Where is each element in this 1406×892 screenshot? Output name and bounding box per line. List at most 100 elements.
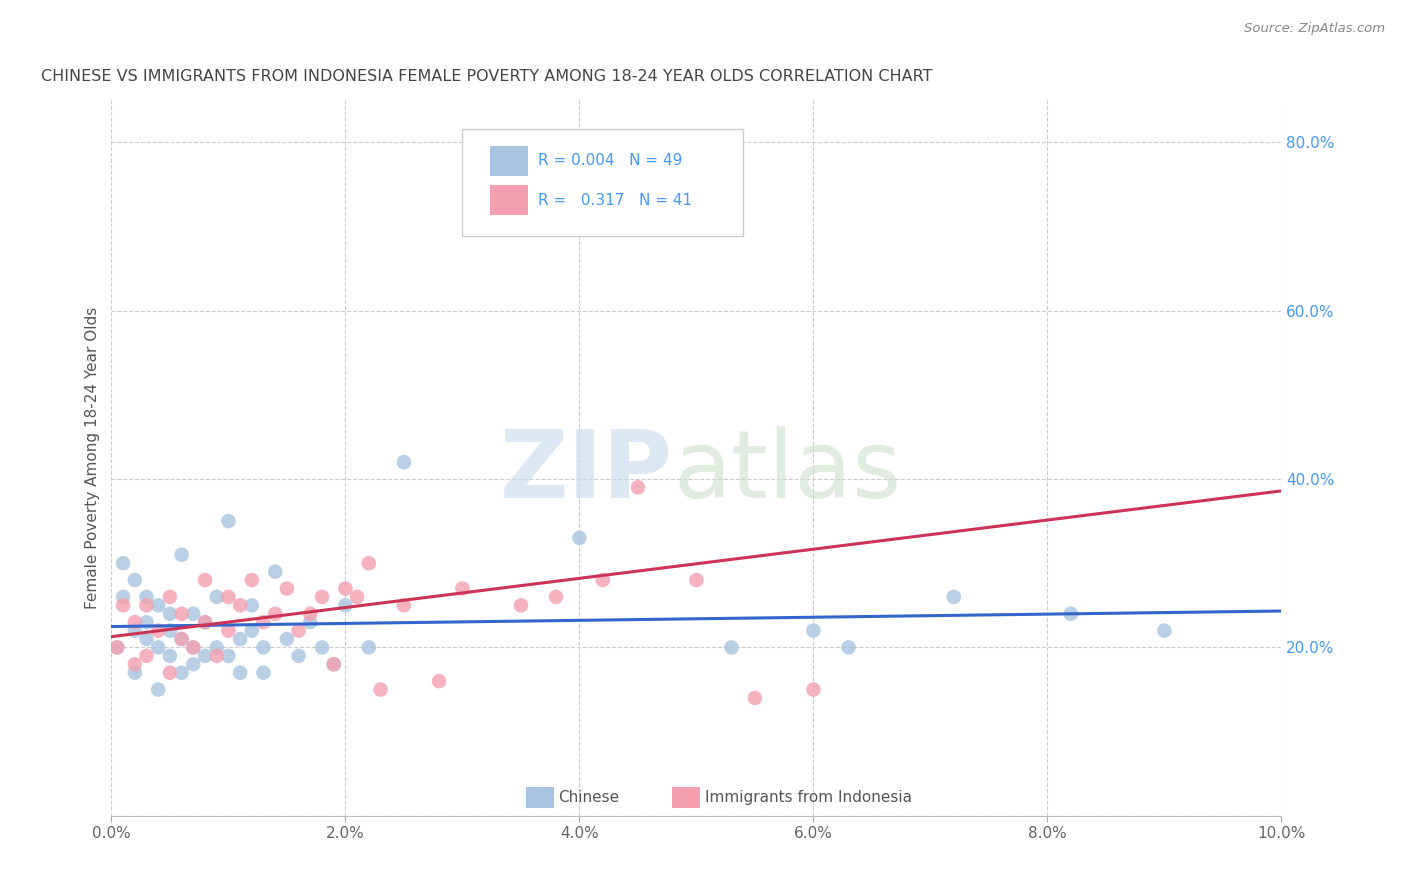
Point: [451, 582, 474, 596]
Point: [181, 640, 204, 655]
Point: [837, 640, 859, 655]
Point: [124, 624, 146, 638]
Point: [148, 624, 170, 638]
Point: [322, 657, 344, 672]
Point: [135, 590, 157, 604]
Point: [942, 590, 965, 604]
Text: Immigrants from Indonesia: Immigrants from Indonesia: [704, 789, 911, 805]
Point: [205, 590, 228, 604]
Point: [229, 665, 252, 680]
Point: [124, 615, 146, 630]
Point: [568, 531, 591, 545]
Text: ZIP: ZIP: [501, 426, 673, 518]
Point: [264, 607, 287, 621]
Point: [148, 599, 170, 613]
Point: [170, 607, 193, 621]
Point: [1153, 624, 1175, 638]
Point: [803, 682, 825, 697]
Point: [205, 648, 228, 663]
Point: [229, 632, 252, 646]
Point: [252, 640, 274, 655]
Point: [194, 573, 217, 587]
FancyBboxPatch shape: [463, 128, 744, 236]
Point: [299, 607, 322, 621]
Point: [240, 599, 263, 613]
Text: atlas: atlas: [673, 426, 901, 518]
Point: [181, 640, 204, 655]
Point: [627, 480, 650, 494]
Point: [252, 665, 274, 680]
Point: [217, 590, 239, 604]
Point: [112, 556, 135, 570]
Point: [170, 632, 193, 646]
Point: [217, 648, 239, 663]
Point: [392, 599, 415, 613]
Point: [311, 640, 333, 655]
Point: [170, 665, 193, 680]
Text: Chinese: Chinese: [558, 789, 620, 805]
Point: [217, 624, 239, 638]
Point: [112, 599, 135, 613]
Point: [181, 657, 204, 672]
FancyBboxPatch shape: [491, 186, 527, 215]
Point: [159, 607, 181, 621]
Text: R = 0.004   N = 49: R = 0.004 N = 49: [538, 153, 683, 169]
Point: [276, 582, 298, 596]
Point: [252, 615, 274, 630]
Point: [135, 632, 157, 646]
Point: [217, 514, 239, 528]
Point: [194, 615, 217, 630]
Point: [105, 640, 128, 655]
Point: [159, 648, 181, 663]
Point: [124, 573, 146, 587]
Point: [135, 648, 157, 663]
Point: [427, 674, 450, 689]
Point: [357, 640, 380, 655]
Point: [124, 665, 146, 680]
FancyBboxPatch shape: [491, 145, 527, 176]
Point: [335, 599, 357, 613]
Point: [194, 615, 217, 630]
Point: [181, 607, 204, 621]
Point: [720, 640, 742, 655]
Point: [335, 582, 357, 596]
Text: Source: ZipAtlas.com: Source: ZipAtlas.com: [1244, 22, 1385, 36]
Point: [135, 599, 157, 613]
Point: [159, 624, 181, 638]
Point: [287, 648, 309, 663]
Point: [135, 615, 157, 630]
Point: [240, 573, 263, 587]
Point: [229, 599, 252, 613]
Point: [311, 590, 333, 604]
Point: [720, 219, 742, 234]
Point: [240, 624, 263, 638]
Point: [299, 615, 322, 630]
FancyBboxPatch shape: [672, 787, 700, 808]
Point: [592, 573, 614, 587]
Point: [159, 665, 181, 680]
Point: [357, 556, 380, 570]
Y-axis label: Female Poverty Among 18-24 Year Olds: Female Poverty Among 18-24 Year Olds: [86, 307, 100, 609]
Point: [276, 632, 298, 646]
Point: [264, 565, 287, 579]
Point: [322, 657, 344, 672]
Point: [685, 573, 707, 587]
Point: [346, 590, 368, 604]
Point: [148, 682, 170, 697]
Point: [159, 590, 181, 604]
Text: CHINESE VS IMMIGRANTS FROM INDONESIA FEMALE POVERTY AMONG 18-24 YEAR OLDS CORREL: CHINESE VS IMMIGRANTS FROM INDONESIA FEM…: [41, 69, 932, 84]
Point: [509, 599, 531, 613]
Point: [392, 455, 415, 469]
Point: [170, 632, 193, 646]
Point: [744, 690, 766, 705]
Point: [124, 657, 146, 672]
Point: [1060, 607, 1083, 621]
Point: [205, 640, 228, 655]
Text: R =   0.317   N = 41: R = 0.317 N = 41: [538, 193, 693, 208]
Point: [803, 624, 825, 638]
Point: [112, 590, 135, 604]
Point: [148, 640, 170, 655]
Point: [105, 640, 128, 655]
Point: [287, 624, 309, 638]
Point: [194, 648, 217, 663]
